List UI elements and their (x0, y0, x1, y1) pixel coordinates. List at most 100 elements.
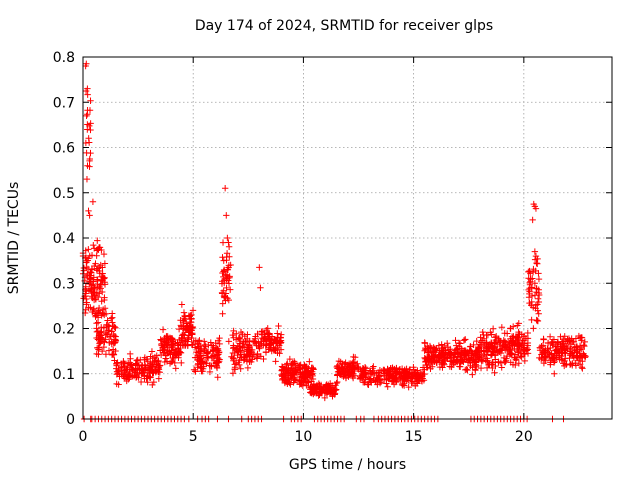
data-point-peak (531, 248, 539, 255)
data-point (133, 357, 140, 364)
data-point (219, 239, 227, 246)
data-point (98, 328, 105, 335)
data-point (96, 340, 103, 347)
data-point (220, 268, 227, 275)
data-point (325, 385, 332, 392)
data-point (559, 341, 566, 349)
data-point (338, 372, 346, 379)
data-point-peak (86, 212, 93, 219)
data-point (342, 363, 350, 370)
data-point (182, 342, 189, 349)
data-point (501, 338, 509, 345)
data-point (484, 331, 492, 339)
data-point (86, 252, 93, 260)
data-point (569, 338, 576, 346)
data-point (95, 351, 102, 358)
data-point (462, 347, 469, 354)
data-point (223, 275, 230, 283)
data-point (390, 377, 397, 384)
data-point (114, 359, 121, 366)
data-point (301, 362, 308, 370)
data-point (501, 358, 508, 366)
data-point (480, 351, 488, 359)
data-point (498, 324, 506, 331)
data-point (87, 97, 94, 104)
data-point (274, 330, 281, 337)
data-point (576, 334, 584, 342)
data-point (534, 317, 542, 325)
data-point (220, 257, 227, 264)
data-point (406, 366, 414, 373)
data-point (306, 358, 313, 365)
data-point (569, 360, 576, 367)
data-point (243, 352, 251, 360)
data-point (178, 301, 186, 308)
data-point (534, 301, 541, 308)
data-point (309, 375, 317, 383)
data-point (507, 350, 515, 357)
data-point (122, 372, 129, 379)
data-point-peak (84, 85, 91, 92)
data-point (159, 326, 167, 333)
data-point (85, 304, 92, 312)
data-point (278, 367, 286, 374)
data-point (499, 341, 507, 349)
data-point (230, 357, 237, 365)
data-point (100, 250, 108, 258)
data-point (560, 360, 567, 367)
data-point (536, 344, 544, 352)
data-point (198, 367, 205, 375)
data-point (189, 323, 197, 331)
data-point (150, 378, 158, 386)
data-point (177, 339, 184, 346)
data-point (224, 266, 231, 273)
data-point (527, 276, 534, 283)
data-point (546, 333, 554, 340)
data-point (280, 376, 288, 383)
data-point (207, 339, 214, 346)
data-point (544, 339, 552, 347)
data-point (529, 268, 537, 276)
data-point (213, 344, 220, 352)
data-point (106, 339, 113, 346)
data-point (249, 338, 257, 345)
data-point (345, 373, 352, 380)
data-point (408, 374, 415, 381)
data-point (88, 281, 96, 289)
data-point (193, 348, 200, 356)
data-point (350, 353, 357, 361)
data-point (270, 336, 278, 344)
data-point (491, 339, 498, 346)
axes (82, 56, 613, 420)
data-point (380, 370, 388, 377)
data-point (539, 350, 546, 358)
data-point (334, 378, 341, 386)
data-point (163, 358, 171, 365)
data-point (86, 157, 93, 165)
data-point (435, 354, 442, 362)
data-point (135, 361, 143, 369)
data-point (168, 342, 176, 350)
data-point (414, 367, 421, 374)
data-point (305, 379, 312, 386)
data-point (141, 356, 148, 363)
data-point (448, 357, 455, 365)
data-point (339, 360, 346, 367)
data-point (201, 341, 209, 349)
data-point (286, 355, 294, 363)
data-point (110, 331, 117, 339)
data-point (307, 370, 314, 377)
data-point (94, 280, 101, 288)
data-point (155, 362, 162, 370)
y-tick-label: 0.6 (53, 141, 75, 157)
data-point (389, 378, 396, 385)
data-point (216, 340, 223, 348)
data-point (501, 347, 509, 354)
y-axis-label: SRMTID / TECUs (6, 181, 22, 295)
data-point (525, 286, 532, 294)
data-point (443, 340, 451, 347)
data-point (85, 135, 92, 142)
data-point (567, 345, 574, 353)
data-point (558, 338, 566, 346)
